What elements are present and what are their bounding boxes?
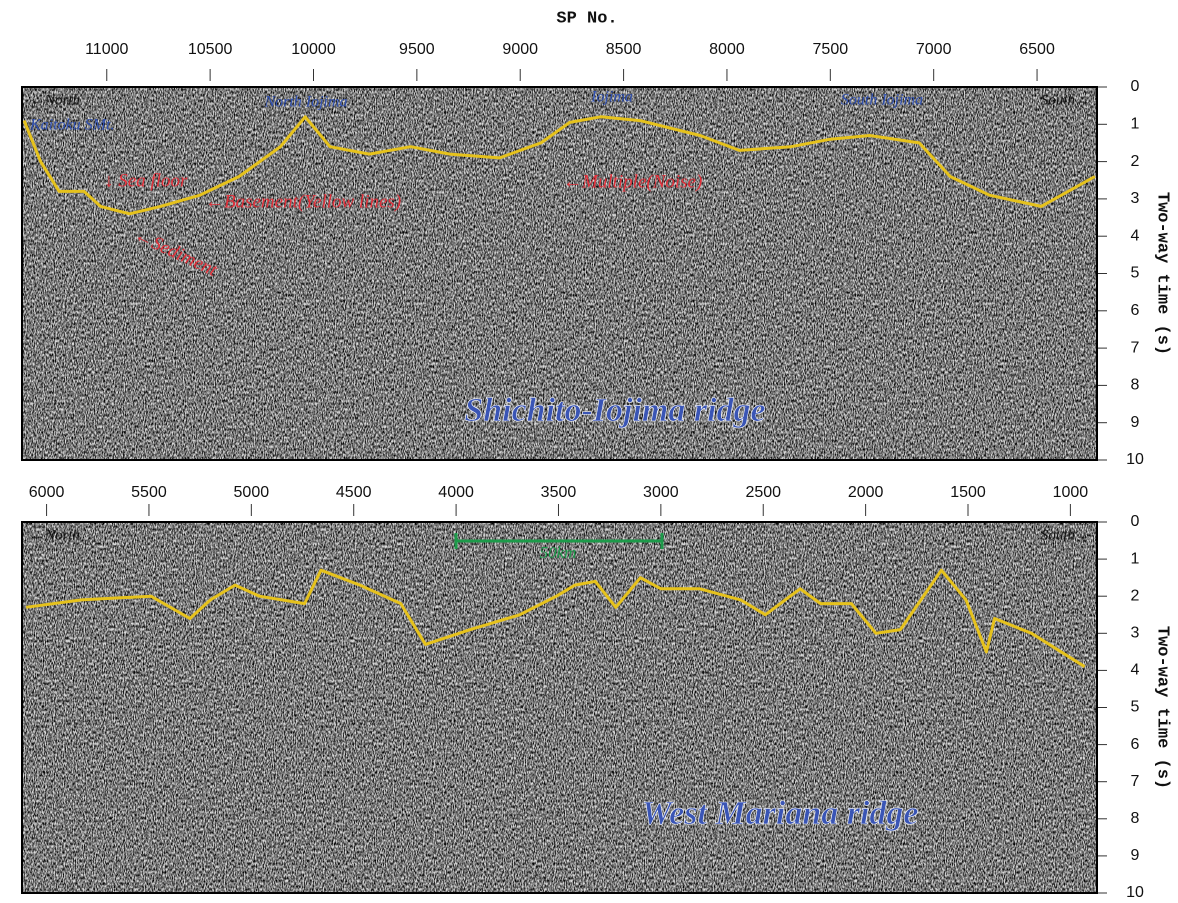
annotation: ←North xyxy=(30,527,80,543)
annotation: North Iojima xyxy=(263,94,347,111)
y-tick-label: 1 xyxy=(1131,116,1140,133)
x-tick-label: 6000 xyxy=(29,484,65,501)
x-tick-label: 9000 xyxy=(502,41,538,58)
y-tick-label: 10 xyxy=(1126,884,1144,901)
y-tick-label: 3 xyxy=(1131,625,1140,642)
x-tick-label: 5500 xyxy=(131,484,167,501)
y-tick-label: 8 xyxy=(1131,810,1140,827)
x-tick-label: 4500 xyxy=(336,484,372,501)
annotation: South Iojima xyxy=(841,92,923,109)
x-tick-label: 3000 xyxy=(643,484,679,501)
y-tick-label: 8 xyxy=(1131,377,1140,394)
y-tick-label: 0 xyxy=(1131,513,1140,530)
x-tick-label: 2000 xyxy=(848,484,884,501)
y-tick-label: 6 xyxy=(1131,302,1140,319)
y-tick-label: 2 xyxy=(1131,587,1140,604)
annotation: ←Multiple(Noise) xyxy=(563,171,702,192)
y-tick-label: 0 xyxy=(1131,78,1140,95)
annotation: Iojima xyxy=(590,89,633,106)
x-tick-label: 6500 xyxy=(1019,41,1055,58)
x-tick-label: 9500 xyxy=(399,41,435,58)
y-tick-label: 9 xyxy=(1131,414,1140,431)
y-tick-label: 4 xyxy=(1131,227,1140,244)
x-tick-label: 7500 xyxy=(813,41,849,58)
annotation: ↓ Sea floor xyxy=(104,170,188,191)
x-tick-label: 5000 xyxy=(234,484,270,501)
plot-frame xyxy=(21,86,1098,461)
x-tick-label: 10500 xyxy=(188,41,233,58)
y-tick-label: 3 xyxy=(1131,190,1140,207)
y-tick-label: 1 xyxy=(1131,550,1140,567)
x-tick-label: 4000 xyxy=(438,484,474,501)
y-tick-label: 6 xyxy=(1131,736,1140,753)
y-tick-label: 9 xyxy=(1131,847,1140,864)
seismic-texture xyxy=(22,522,1097,893)
y-axis-title: Two-way time (s) xyxy=(1153,192,1172,355)
annotation: West Mariana ridge xyxy=(641,795,918,832)
plot-frame xyxy=(21,521,1098,894)
annotation: South→ xyxy=(1041,527,1090,543)
y-tick-label: 5 xyxy=(1131,265,1140,282)
x-tick-label: 8000 xyxy=(709,41,745,58)
annotation: ←North xyxy=(30,92,80,108)
x-tick-label: 1000 xyxy=(1053,484,1089,501)
y-tick-label: 7 xyxy=(1131,773,1140,790)
x-tick-label: 8500 xyxy=(606,41,642,58)
seismic-texture xyxy=(22,87,1097,460)
x-tick-label: 3500 xyxy=(541,484,577,501)
y-axis-title: Two-way time (s) xyxy=(1153,626,1172,789)
y-tick-label: 10 xyxy=(1126,451,1144,468)
x-tick-label: 11000 xyxy=(85,41,128,58)
annotation: South→ xyxy=(1041,92,1090,108)
x-tick-label: 10000 xyxy=(291,41,336,58)
basement-line xyxy=(22,115,1096,216)
annotation: Shichito-Iojima ridge xyxy=(464,392,765,429)
x-tick-label: 2500 xyxy=(745,484,781,501)
x-axis-title: SP No. xyxy=(556,9,617,28)
x-tick-label: 7000 xyxy=(916,41,952,58)
annotation: 50km xyxy=(540,543,577,562)
annotation: ←Basement(Yellow lines) xyxy=(205,191,401,212)
y-tick-label: 5 xyxy=(1131,699,1140,716)
y-tick-label: 7 xyxy=(1131,339,1140,356)
y-tick-label: 2 xyxy=(1131,153,1140,170)
x-tick-label: 1500 xyxy=(950,484,986,501)
basement-line xyxy=(25,568,1086,668)
annotation: Kaitoku SMt. xyxy=(29,117,114,134)
y-tick-label: 4 xyxy=(1131,662,1140,679)
